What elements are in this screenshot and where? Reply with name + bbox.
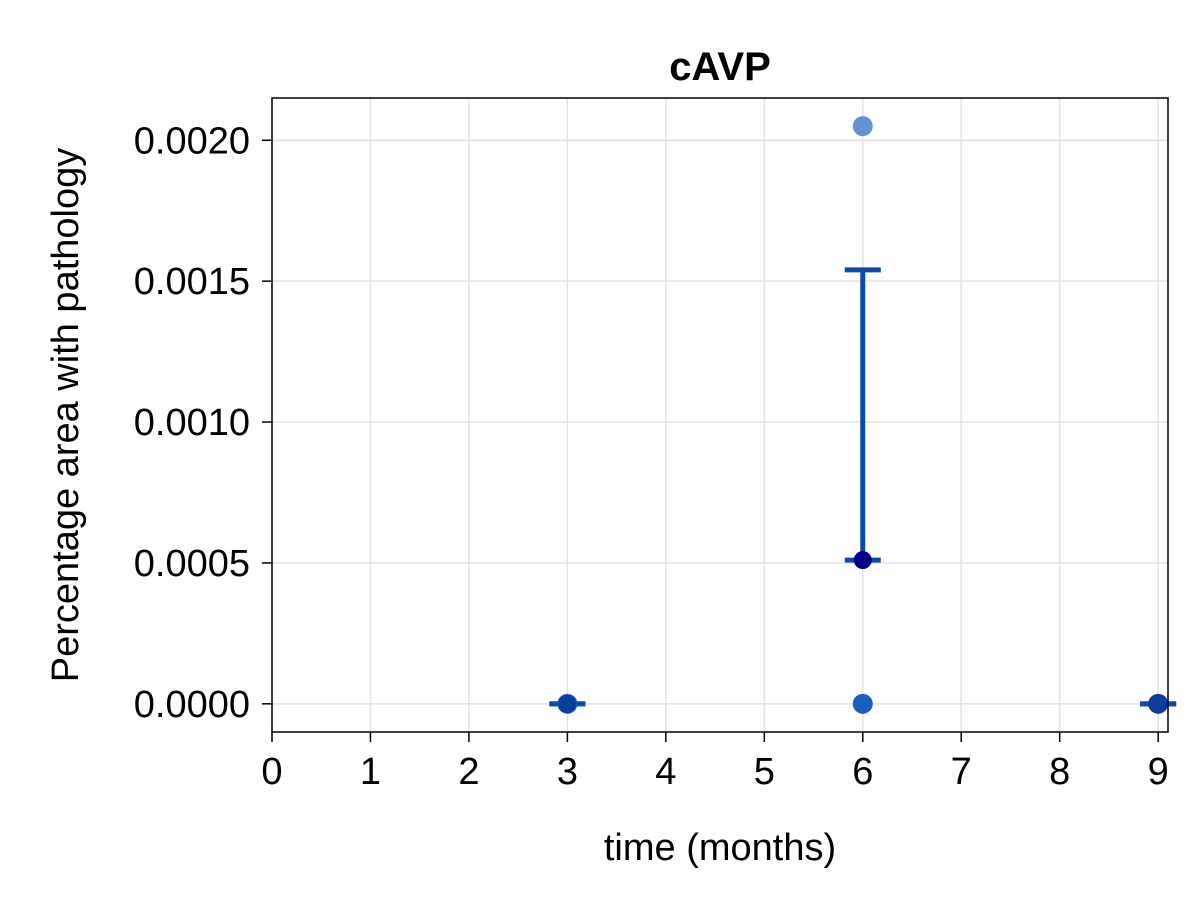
grid-lines bbox=[271, 98, 1168, 732]
x-tick-label: 4 bbox=[655, 751, 676, 793]
x-tick-label: 6 bbox=[852, 751, 873, 793]
y-tick-label: 0.0000 bbox=[134, 684, 250, 726]
chart-title: cAVP bbox=[669, 45, 771, 89]
y-axis-label: Percentage area with pathology bbox=[45, 148, 87, 682]
x-tick-label: 9 bbox=[1148, 751, 1169, 793]
y-tick-label: 0.0015 bbox=[134, 261, 250, 303]
mean-point bbox=[558, 694, 577, 713]
mean-points bbox=[558, 551, 1168, 713]
x-tick-label: 1 bbox=[360, 751, 381, 793]
x-tick-label: 2 bbox=[458, 751, 479, 793]
x-tick-label: 3 bbox=[557, 751, 578, 793]
x-axis-label: time (months) bbox=[604, 827, 836, 869]
mean-point bbox=[853, 551, 872, 570]
y-tick-label: 0.0005 bbox=[134, 543, 250, 585]
x-tick-label: 7 bbox=[951, 751, 972, 793]
data-point bbox=[852, 693, 873, 714]
mean-point bbox=[1149, 694, 1168, 713]
x-tick-label: 0 bbox=[261, 751, 282, 793]
x-axis-ticks: 0 1 2 3 4 5 6 7 8 9 bbox=[261, 732, 1169, 793]
y-axis-ticks: 0.0000 0.0005 0.0010 0.0015 0.0020 bbox=[134, 120, 272, 726]
data-point bbox=[852, 116, 873, 137]
x-tick-label: 8 bbox=[1049, 751, 1070, 793]
x-tick-label: 5 bbox=[754, 751, 775, 793]
y-tick-label: 0.0010 bbox=[134, 402, 250, 444]
y-tick-label: 0.0020 bbox=[134, 120, 250, 162]
plot-frame bbox=[271, 97, 1169, 733]
